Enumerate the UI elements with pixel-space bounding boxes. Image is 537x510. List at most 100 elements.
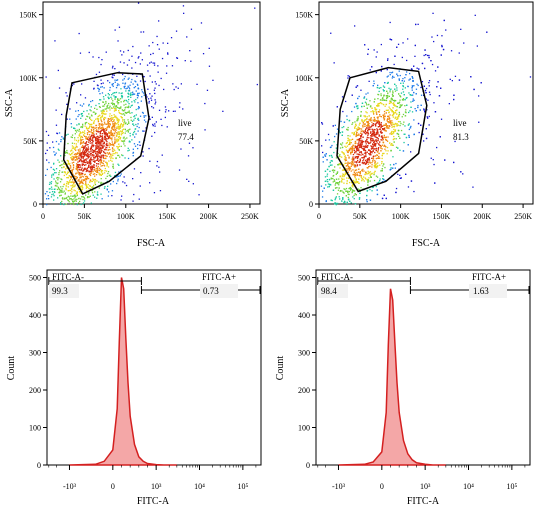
scatter-point	[92, 144, 95, 146]
y-tick-label: 100	[29, 424, 41, 433]
scatter-point	[326, 175, 328, 177]
scatter-point	[100, 117, 102, 119]
scatter-point	[393, 99, 395, 102]
scatter-point	[118, 135, 120, 137]
scatter-point	[348, 157, 350, 159]
scatter-point	[128, 105, 130, 107]
scatter-point	[70, 175, 72, 178]
scatter-point	[74, 185, 76, 187]
scatter-point	[359, 171, 362, 173]
scatter-point	[141, 111, 144, 114]
scatter-point	[62, 171, 64, 173]
scatter-point	[103, 165, 106, 167]
x-tick-label: 100K	[392, 212, 410, 221]
scatter-point	[141, 91, 144, 93]
scatter-point	[365, 162, 368, 165]
scatter-point	[348, 187, 350, 190]
scatter-point	[93, 130, 95, 132]
scatter-point	[379, 125, 381, 128]
scatter-point	[135, 123, 137, 126]
scatter-point	[112, 121, 114, 123]
scatter-point	[134, 136, 136, 138]
scatter-point	[80, 155, 83, 157]
scatter-point	[76, 165, 78, 167]
scatter-point	[112, 123, 114, 125]
scatter-point	[78, 160, 81, 162]
scatter-point	[105, 143, 107, 145]
scatter-point	[346, 180, 348, 182]
scatter-point	[356, 173, 358, 176]
scatter-point	[341, 131, 344, 133]
scatter-point	[105, 129, 107, 131]
scatter-point	[111, 118, 113, 120]
scatter-point	[430, 157, 432, 159]
scatter-point	[431, 63, 434, 66]
scatter-point	[91, 127, 93, 129]
scatter-point	[126, 123, 129, 125]
scatter-point	[94, 112, 97, 114]
scatter-point	[368, 128, 370, 131]
scatter-point	[49, 147, 51, 149]
scatter-point	[117, 98, 119, 101]
scatter-point	[123, 87, 126, 89]
scatter-point	[137, 108, 139, 110]
scatter-point	[118, 136, 120, 138]
scatter-point	[355, 180, 357, 182]
scatter-point	[106, 140, 108, 143]
scatter-point	[360, 134, 363, 136]
scatter-point	[338, 187, 340, 189]
scatter-point	[52, 193, 55, 195]
scatter-point	[381, 161, 383, 163]
scatter-point	[85, 138, 87, 140]
scatter-point	[178, 169, 181, 171]
scatter-point	[114, 171, 117, 174]
scatter-point	[331, 144, 333, 147]
scatter-point	[89, 142, 91, 144]
scatter-point	[108, 126, 110, 129]
scatter-point	[85, 182, 87, 184]
scatter-point	[111, 190, 114, 192]
scatter-point	[98, 141, 100, 143]
scatter-point	[149, 118, 151, 120]
scatter-point	[75, 153, 78, 155]
scatter-point	[390, 167, 392, 169]
scatter-point	[110, 119, 112, 122]
scatter-point	[186, 178, 188, 180]
scatter-point	[330, 178, 333, 180]
scatter-point	[104, 136, 106, 138]
scatter-point	[94, 178, 96, 181]
scatter-point	[109, 136, 111, 139]
scatter-point	[368, 177, 370, 179]
scatter-point	[97, 163, 100, 165]
scatter-point	[80, 94, 82, 96]
scatter-point	[421, 62, 424, 65]
scatter-point	[380, 102, 382, 104]
scatter-point	[337, 189, 340, 191]
y-tick-label: 500	[29, 274, 41, 283]
scatter-point	[339, 163, 341, 166]
scatter-point	[97, 171, 99, 174]
x-tick-label: 250K	[241, 212, 259, 221]
scatter-point	[386, 109, 388, 111]
scatter-point	[375, 71, 377, 74]
scatter-point	[88, 177, 90, 180]
scatter-point	[85, 147, 88, 149]
scatter-point	[328, 155, 331, 157]
scatter-point	[99, 134, 101, 136]
scatter-point	[350, 188, 352, 190]
scatter-point	[148, 45, 150, 47]
scatter-point	[96, 170, 99, 172]
scatter-point	[97, 165, 99, 168]
scatter-point	[80, 135, 83, 138]
scatter-point	[337, 183, 339, 185]
scatter-point	[93, 156, 95, 159]
scatter-point	[88, 151, 90, 153]
scatter-point	[52, 141, 54, 143]
scatter-point	[93, 154, 95, 156]
scatter-point	[110, 144, 112, 146]
scatter-point	[105, 146, 107, 148]
scatter-point	[372, 124, 374, 127]
scatter-point	[356, 165, 358, 167]
scatter-point	[417, 84, 419, 87]
